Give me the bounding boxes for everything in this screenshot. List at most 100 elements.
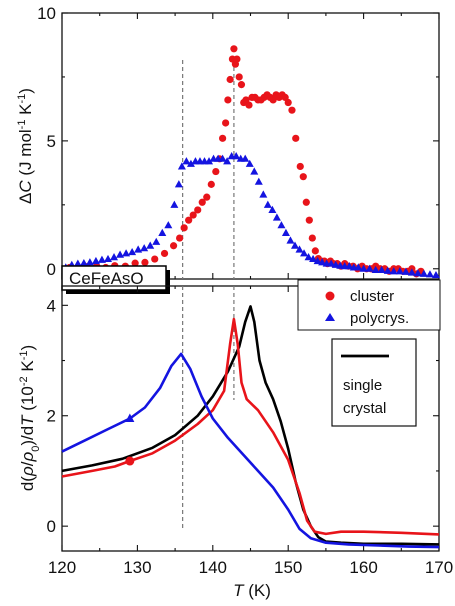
cluster-point [189,211,197,219]
polycrys-point [345,262,354,270]
top-series-polycrys [61,152,440,279]
top-ticks: 0 5 10 [37,4,440,279]
cluster-point [284,98,292,107]
x-tick-label: 170 [425,558,453,577]
legend2-label-line2: crystal [343,400,386,417]
polycrys-point [182,157,191,165]
cluster-point [176,234,184,242]
polycrys-point [250,167,259,175]
cluster-point [305,216,313,224]
polycrys-point [365,264,374,272]
polycrys-point [359,264,368,272]
cluster-point [185,216,193,224]
curve-marker-polycrys [125,413,135,422]
polycrys-point [413,269,422,277]
polycrys-point [377,265,386,274]
cluster-point [292,134,300,142]
cluster-point [180,224,188,232]
curve-marker-cluster [125,456,135,466]
legend2-label-line1: single [343,377,382,394]
legend2-frame [331,338,417,427]
top-y-axis-label: ΔC (J mol-1 K-1) [16,88,35,204]
axis-label-part: / [18,461,37,466]
cluster-point [226,75,234,84]
legend-cluster-label: cluster [350,288,394,305]
polycrys-point [97,255,106,263]
x-tick-label: 160 [349,558,377,577]
polycrys-point [371,265,380,274]
axis-label-part: (10 [18,386,37,415]
polycrys-point [425,270,434,278]
cluster-point [311,247,319,255]
cluster-point [288,106,296,114]
polycrys-point [164,221,173,229]
polycrys-point [232,152,241,160]
top-y-tick-label: 0 [47,260,56,279]
cluster-point [235,73,243,81]
polycrys-point [354,263,363,271]
cluster-point [198,198,206,206]
polycrys-point [85,258,94,266]
polycrys-point [223,157,232,165]
polycrys-point [158,228,167,236]
cluster-point [169,242,178,250]
polycrys-point [73,259,82,267]
axis-label-part: T [233,581,245,600]
x-tick-label: 120 [48,558,76,577]
cluster-point [203,193,211,201]
bottom-y-tick-label: 0 [47,517,56,536]
polycrys-point [128,247,137,256]
cluster-point [245,101,253,109]
axis-label-part: -2 [18,376,30,386]
cluster-point [237,81,246,89]
polycrys-point [281,228,290,236]
curve-single-crystal [61,305,440,546]
cluster-point [308,234,316,242]
polycrys-point [389,267,398,275]
cluster-point [233,55,241,63]
polycrys-point [186,159,195,167]
axis-label-part: -1 [18,351,30,361]
sample-label-box: CeFeAsO [61,265,170,294]
x-axis-label: T (K) [233,581,271,600]
polycrys-point [263,200,272,208]
cluster-point [296,162,304,171]
polycrys-point [103,254,112,263]
cluster-point [207,180,215,188]
legend-polycrys-marker [325,313,335,321]
polycrys-point [272,213,281,221]
polycrys-point [401,267,410,275]
polycrys-point [268,205,277,213]
top-gridlines [182,60,235,279]
axis-label-part: )/d [18,426,37,446]
cluster-point [141,258,149,266]
polycrys-point [277,221,286,229]
axis-label-part: ρ [18,452,37,463]
polycrys-point [122,249,131,257]
axis-label-part: T [18,414,37,426]
polycrys-point [170,200,179,208]
axis-label-part: -1 [16,94,28,104]
axis-label-part: ) [18,345,37,351]
cluster-point [160,249,169,258]
axis-label-part: Δ [16,193,35,204]
curve-cluster [61,317,440,536]
top-y-tick-label: 5 [47,132,56,151]
polycrys-point [304,253,313,261]
cluster-point [230,45,238,53]
axis-label-part: ) [16,88,35,94]
axis-label-part: ρ [18,466,37,477]
polycrys-point [395,267,404,275]
curve-polycrys- [61,352,440,549]
legend-frame [297,279,441,331]
polycrys-point [313,256,322,265]
polycrys-point [300,249,309,257]
polycrys-point [218,154,227,162]
polycrys-point [245,159,254,167]
sample-label-text: CeFeAsO [69,269,144,288]
polycrys-point [407,268,416,276]
bottom-gridlines [182,286,235,531]
polycrys-point [419,269,428,277]
